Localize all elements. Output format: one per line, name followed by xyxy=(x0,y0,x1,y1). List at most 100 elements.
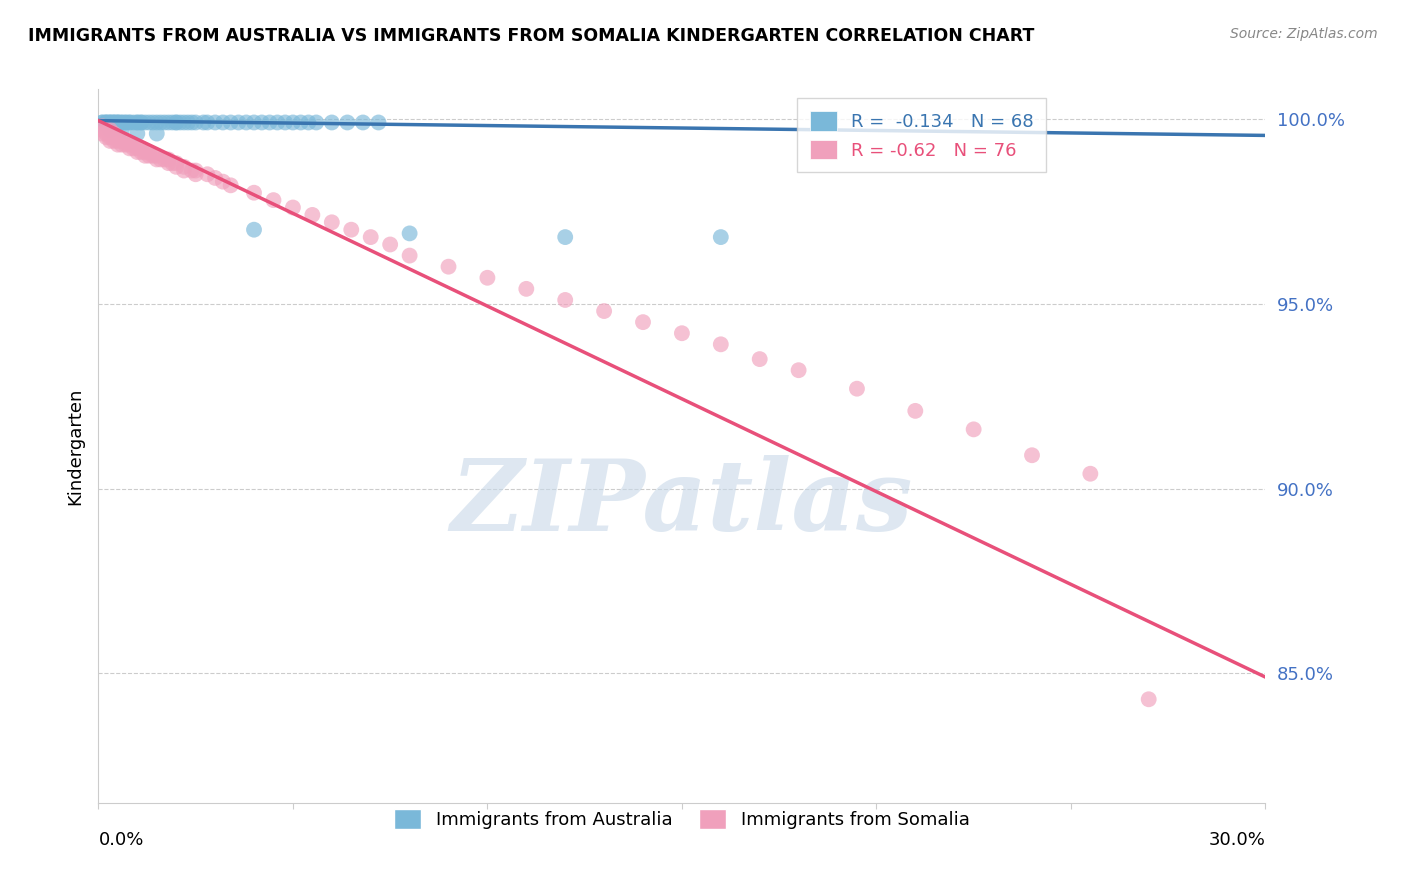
Point xyxy=(162,156,184,170)
Point xyxy=(212,115,235,129)
Point xyxy=(173,160,195,174)
Point xyxy=(162,115,184,129)
Point xyxy=(127,141,149,155)
Point xyxy=(127,115,149,129)
Point xyxy=(671,326,693,341)
Point xyxy=(259,115,281,129)
Point xyxy=(149,153,172,167)
Point xyxy=(290,115,312,129)
Point xyxy=(710,230,733,244)
Point xyxy=(352,115,374,129)
Point xyxy=(1021,448,1043,462)
Point xyxy=(111,115,134,129)
Point xyxy=(114,137,136,152)
Point xyxy=(111,137,134,152)
Point xyxy=(554,230,576,244)
Point xyxy=(184,163,207,178)
Point xyxy=(266,115,288,129)
Legend: Immigrants from Australia, Immigrants from Somalia: Immigrants from Australia, Immigrants fr… xyxy=(387,802,977,837)
Point xyxy=(122,115,145,129)
Point xyxy=(129,141,152,155)
Point xyxy=(281,115,304,129)
Point xyxy=(122,137,145,152)
Point xyxy=(91,119,114,133)
Point xyxy=(129,115,152,129)
Point xyxy=(262,193,284,207)
Point xyxy=(380,237,402,252)
Point xyxy=(173,115,195,129)
Point xyxy=(91,115,114,129)
Point xyxy=(142,115,165,129)
Point xyxy=(111,123,134,137)
Point xyxy=(340,223,363,237)
Point xyxy=(96,127,118,141)
Point xyxy=(367,115,389,129)
Point xyxy=(129,115,152,129)
Point xyxy=(111,134,134,148)
Point xyxy=(96,123,118,137)
Point xyxy=(305,115,328,129)
Point xyxy=(107,137,129,152)
Text: Source: ZipAtlas.com: Source: ZipAtlas.com xyxy=(1230,27,1378,41)
Point xyxy=(274,115,297,129)
Text: 30.0%: 30.0% xyxy=(1209,831,1265,849)
Point xyxy=(134,115,156,129)
Point xyxy=(118,141,141,155)
Point xyxy=(250,115,273,129)
Point xyxy=(219,178,242,193)
Point xyxy=(195,167,218,181)
Point xyxy=(114,134,136,148)
Point xyxy=(96,130,118,145)
Point xyxy=(127,127,149,141)
Point xyxy=(321,215,343,229)
Text: IMMIGRANTS FROM AUSTRALIA VS IMMIGRANTS FROM SOMALIA KINDERGARTEN CORRELATION CH: IMMIGRANTS FROM AUSTRALIA VS IMMIGRANTS … xyxy=(28,27,1035,45)
Point xyxy=(165,160,187,174)
Point xyxy=(111,115,134,129)
Point xyxy=(91,115,114,129)
Point xyxy=(127,115,149,129)
Point xyxy=(134,145,156,159)
Point xyxy=(118,137,141,152)
Point xyxy=(98,127,121,141)
Point xyxy=(437,260,460,274)
Point xyxy=(301,208,323,222)
Point xyxy=(184,115,207,129)
Point xyxy=(114,115,136,129)
Point xyxy=(193,115,215,129)
Point xyxy=(127,145,149,159)
Point xyxy=(228,115,250,129)
Point xyxy=(554,293,576,307)
Point xyxy=(281,201,304,215)
Point xyxy=(118,115,141,129)
Point xyxy=(114,115,136,129)
Point xyxy=(146,115,169,129)
Point xyxy=(146,127,169,141)
Point xyxy=(103,115,125,129)
Point xyxy=(107,130,129,145)
Point xyxy=(204,170,226,185)
Point xyxy=(180,163,202,178)
Point xyxy=(96,115,118,129)
Point xyxy=(177,115,200,129)
Point xyxy=(96,115,118,129)
Point xyxy=(149,115,172,129)
Point xyxy=(297,115,319,129)
Point xyxy=(398,249,420,263)
Point xyxy=(138,149,160,163)
Point xyxy=(98,115,121,129)
Point xyxy=(134,149,156,163)
Point xyxy=(96,115,118,129)
Point xyxy=(962,422,984,436)
Point xyxy=(157,115,180,129)
Point xyxy=(91,127,114,141)
Point xyxy=(336,115,359,129)
Point xyxy=(593,304,616,318)
Point xyxy=(157,153,180,167)
Point xyxy=(904,404,927,418)
Point xyxy=(1080,467,1102,481)
Point xyxy=(118,115,141,129)
Point xyxy=(98,123,121,137)
Point xyxy=(146,153,169,167)
Point xyxy=(107,115,129,129)
Point xyxy=(98,115,121,129)
